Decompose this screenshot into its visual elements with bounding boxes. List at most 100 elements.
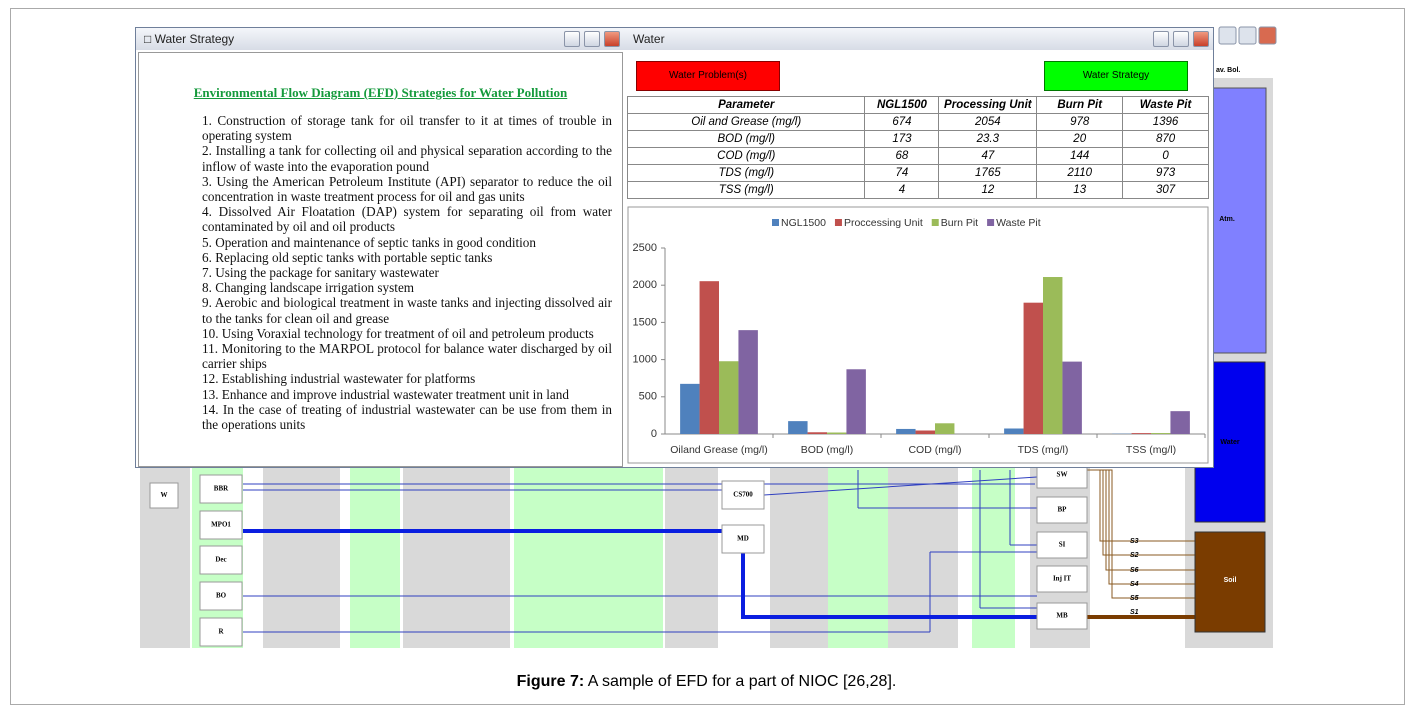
water-window: Water Water Problem(s) Water Strategy Pa…: [625, 27, 1214, 468]
window-title: Water: [633, 32, 665, 46]
table-cell: 74: [864, 164, 940, 182]
soil-flow: [1096, 469, 1195, 585]
maximize[interactable]: [584, 31, 600, 47]
legend-label: Proccessing Unit: [844, 217, 923, 229]
strategy-window: □ Water Strategy Environmental Flow Diag…: [135, 27, 626, 468]
node-box: [199, 581, 243, 611]
node-label: BBR: [214, 485, 229, 493]
bar: [699, 281, 719, 434]
x-tick-label: Oiland Grease (mg/l): [670, 444, 767, 456]
header-cell: NGL1500: [864, 96, 940, 114]
title-bar: Water: [625, 28, 1213, 50]
node-label: Inj IT: [1053, 575, 1071, 583]
y-tick-label: 2500: [633, 242, 657, 254]
table-cell: BOD (mg/l): [626, 130, 866, 148]
node-box: [199, 617, 243, 647]
node-box: [199, 474, 243, 504]
close[interactable]: [604, 31, 620, 47]
caption-text: A sample of EFD for a part of NIOC [26,2…: [584, 673, 897, 690]
bar: [1151, 433, 1171, 434]
node-label: MPO1: [211, 521, 231, 529]
window-control: [1218, 26, 1237, 45]
node-box: [1036, 565, 1088, 593]
bar: [1170, 411, 1190, 434]
node-label: BO: [216, 592, 227, 600]
strategy-item: 9. Aerobic and biological treatment in w…: [202, 295, 612, 326]
bar: [1043, 277, 1063, 434]
table-row: TSS (mg/l) 4 12 13 307: [626, 181, 1209, 199]
main-flow: [741, 552, 1037, 619]
table-cell: 13: [1036, 181, 1124, 199]
table-cell: 173: [864, 130, 940, 148]
table-cell: 144: [1036, 147, 1124, 165]
minimize[interactable]: [564, 31, 580, 47]
table-cell: 1765: [938, 164, 1038, 182]
node-box: [721, 480, 765, 510]
table-cell: 674: [864, 113, 940, 131]
column: [514, 440, 663, 648]
strategy-item: 7. Using the package for sanitary wastew…: [202, 265, 439, 281]
table-cell: 12: [938, 181, 1038, 199]
column: [888, 440, 958, 648]
table-cell: 2054: [938, 113, 1038, 131]
bar: [788, 421, 808, 434]
legend-swatch: [931, 219, 939, 226]
bar: [827, 432, 847, 434]
window-control: [1258, 26, 1277, 45]
header-cell: Waste Pit: [1122, 96, 1209, 114]
content: [138, 52, 623, 467]
table-cell: TDS (mg/l): [626, 164, 866, 182]
stream-label: S3: [1130, 538, 1139, 545]
table-cell: 973: [1122, 164, 1209, 182]
x-tick-label: TSS (mg/l): [1126, 444, 1176, 456]
window-strip: [1213, 46, 1279, 64]
column: [972, 440, 1015, 648]
column: [192, 440, 243, 648]
stream-label: S1: [1130, 609, 1139, 616]
bar: [846, 369, 866, 434]
header-cell: Burn Pit: [1036, 96, 1124, 114]
node-label: CS700: [733, 491, 753, 499]
node-label: BP: [1058, 506, 1068, 514]
table-cell: 47: [938, 147, 1038, 165]
legend-label: Waste Pit: [996, 217, 1041, 229]
y-tick-label: 1500: [633, 316, 657, 328]
strategy-item: 13. Enhance and improve industrial waste…: [202, 386, 569, 402]
table-cell: COD (mg/l): [626, 147, 866, 165]
button[interactable]: Water Problem(s): [636, 61, 780, 91]
header-row: Parameter NGL1500 Processing Unit Burn Pit W…: [626, 96, 1209, 114]
node-label: MD: [737, 535, 749, 543]
x-tick-label: TDS (mg/l): [1018, 444, 1069, 456]
column: [263, 440, 340, 648]
stream-label: S6: [1130, 567, 1139, 574]
caption: Figure 7: A sample of EFD for a part of …: [0, 673, 1413, 691]
stream-label: S5: [1130, 595, 1139, 602]
column: [770, 440, 828, 648]
column: [403, 440, 510, 648]
bar: [1004, 428, 1024, 434]
minimize[interactable]: [1153, 31, 1169, 47]
caption-label: Figure 7:: [516, 673, 585, 690]
window-title: Water Strategy: [154, 32, 235, 46]
node-box: [721, 524, 765, 554]
data-table: Parameter NGL1500 Processing Unit Burn Pit W…: [626, 96, 1209, 199]
legend-label: Burn Pit: [941, 217, 978, 229]
strategy-item: 10. Using Voraxial technology for treatm…: [202, 325, 594, 341]
maximize[interactable]: [1173, 31, 1189, 47]
node-label: R: [218, 628, 224, 636]
bar: [1062, 361, 1082, 434]
title-bar: □ Water Strategy: [136, 28, 625, 50]
bar: [1131, 433, 1151, 434]
strategy-item: 3. Using the American Petroleum Institut…: [202, 173, 612, 205]
x-tick-label: BOD (mg/l): [801, 444, 854, 456]
close[interactable]: [1193, 31, 1209, 47]
button[interactable]: Water Strategy: [1044, 61, 1188, 91]
column: [350, 440, 400, 648]
node-box: [149, 482, 179, 509]
column: [140, 440, 190, 648]
node-label: SI: [1059, 541, 1066, 549]
node-label: SW: [1057, 471, 1068, 479]
bar: [738, 330, 758, 434]
chart: 0 500 1000 1500 2000 2500 Oiland Grease (mg/l)…: [627, 206, 1209, 464]
node-box: [1036, 531, 1088, 559]
